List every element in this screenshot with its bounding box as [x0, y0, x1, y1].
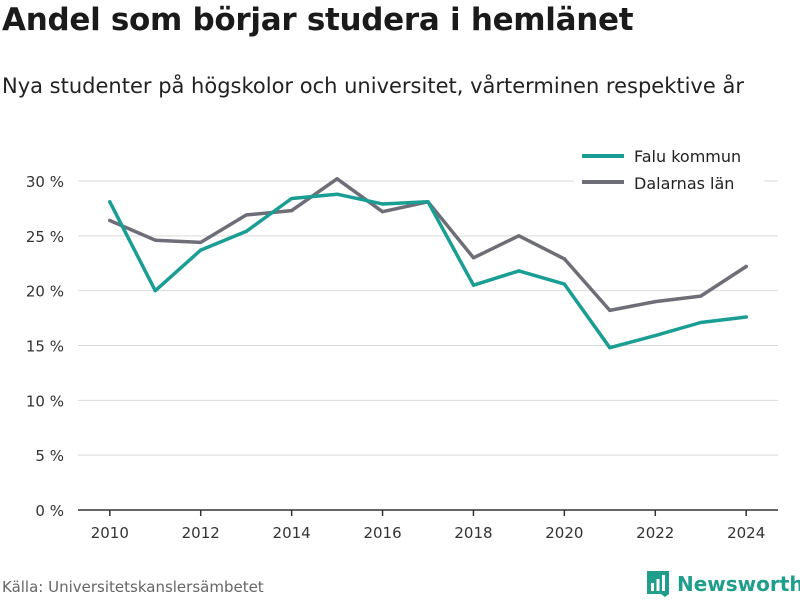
x-tick-label: 2010 — [91, 524, 129, 542]
y-tick-label: 10 % — [26, 392, 64, 410]
bar-chart-logo-icon — [647, 571, 669, 597]
x-tick-label: 2012 — [182, 524, 220, 542]
data-point — [471, 256, 476, 260]
data-point — [517, 269, 521, 273]
x-tick-label: 2018 — [454, 524, 492, 542]
legend-label-falu: Falu kommun — [634, 147, 741, 166]
gridlines — [78, 180, 778, 456]
brand-name: Newsworthy — [677, 572, 800, 596]
chart-subtitle: Nya studenter på högskolor och universit… — [2, 74, 744, 98]
data-point — [562, 282, 566, 286]
legend: Falu kommun Dalarnas län — [574, 143, 764, 195]
data-point — [108, 200, 112, 204]
data-point — [380, 202, 385, 206]
y-tick-label: 15 % — [26, 338, 64, 356]
series-lines — [108, 177, 748, 350]
data-point — [744, 315, 748, 319]
data-point — [699, 320, 703, 325]
data-point — [244, 229, 248, 234]
x-tick-label: 2014 — [273, 524, 311, 542]
series-line-falu-kommun — [108, 192, 748, 350]
x-tick-label: 2020 — [545, 524, 583, 542]
data-point — [153, 238, 157, 242]
data-point — [335, 192, 339, 196]
y-tick-label: 0 % — [35, 502, 64, 520]
data-point — [108, 218, 112, 223]
data-point — [471, 283, 476, 287]
chart-title: Andel som börjar studera i hemlänet — [2, 2, 634, 38]
brand-logo[interactable]: Newsworthy — [645, 570, 800, 598]
x-tick-label: 2024 — [727, 524, 765, 542]
x-tick-label: 2022 — [636, 524, 674, 542]
data-point — [426, 200, 430, 204]
x-tick-label: 2016 — [363, 524, 401, 542]
data-point — [517, 234, 521, 238]
data-point — [699, 294, 703, 298]
source-note: Källa: Universitetskanslersämbetet — [2, 578, 264, 596]
data-point — [744, 264, 748, 269]
data-point — [608, 308, 612, 313]
data-point — [653, 300, 657, 304]
data-point — [290, 196, 294, 201]
y-tick-label: 30 % — [26, 173, 64, 191]
data-point — [380, 210, 385, 214]
y-tick-label: 5 % — [35, 447, 64, 465]
data-point — [653, 334, 657, 338]
legend-background — [574, 143, 764, 195]
y-tick-label: 25 % — [26, 228, 64, 246]
legend-label-dalarnas: Dalarnas län — [634, 174, 734, 193]
data-point — [608, 346, 612, 350]
data-point — [290, 209, 294, 213]
data-point — [562, 257, 566, 261]
data-point — [199, 240, 203, 245]
y-tick-label: 20 % — [26, 283, 64, 301]
data-point — [199, 248, 203, 252]
data-point — [244, 213, 248, 217]
axes: 0 % 5 % 10 % 15 % 20 % 25 % 30 % 2010 2012 2014 20… — [26, 173, 778, 542]
data-point — [335, 177, 339, 181]
data-point — [153, 289, 157, 293]
